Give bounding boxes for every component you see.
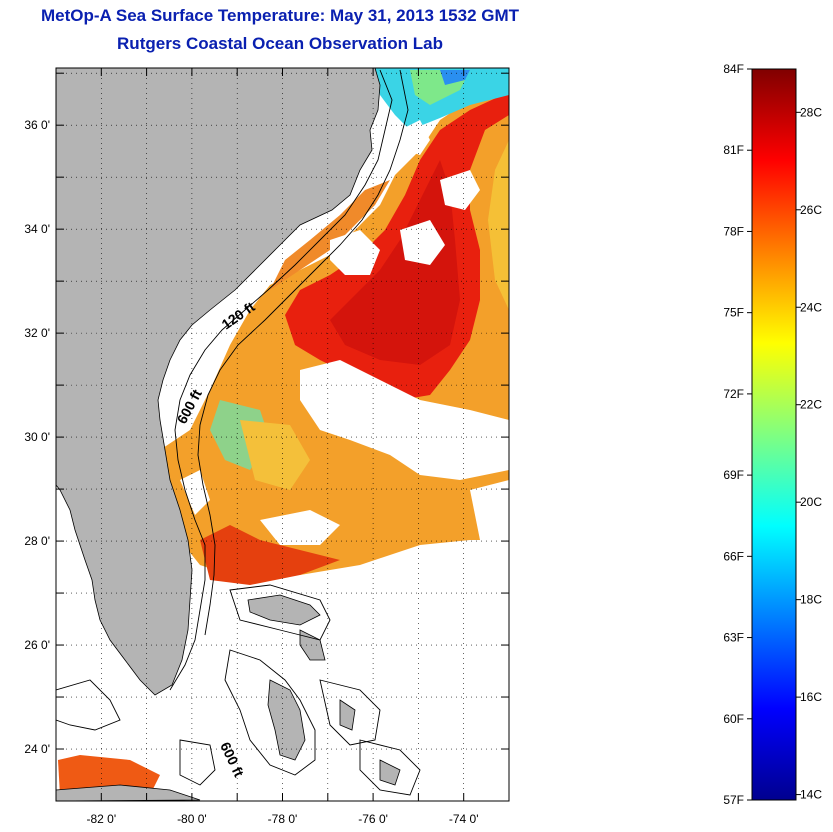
colorbar-celsius-label: 28C (800, 105, 822, 119)
colorbar-fahrenheit-label: 66F (723, 549, 744, 563)
colorbar-fahrenheit-label: 69F (723, 468, 744, 482)
colorbar-fahrenheit-label: 78F (723, 224, 744, 238)
longitude-tick-label: -74 0' (449, 812, 479, 826)
longitude-tick-label: -80 0' (177, 812, 207, 826)
island (379, 759, 401, 786)
colorbar-celsius-labels: 28C 26C 24C 22C 20C 18C 16C 14C (796, 105, 822, 802)
cloud-patch (440, 170, 480, 210)
colorbar-fahrenheit-label: 72F (723, 387, 744, 401)
cloud-patch (470, 480, 509, 540)
cloud-patch (300, 360, 509, 480)
colorbar-fahrenheit-label: 84F (723, 62, 744, 76)
contour-southwest (179, 739, 216, 786)
cloud-patch (400, 220, 445, 265)
map-panel (56, 68, 509, 801)
colorbar-celsius-label: 22C (800, 398, 822, 412)
colorbar-fahrenheit-label: 75F (723, 306, 744, 320)
longitude-tick-label: -78 0' (268, 812, 298, 826)
latitude-tick-label: 34 0' (24, 222, 50, 236)
sst-cold-blue (440, 70, 470, 85)
sst-yellow-east (488, 140, 509, 310)
land-cuba (56, 784, 201, 801)
cloud-patch (330, 230, 380, 275)
colorbar-celsius-label: 18C (800, 593, 822, 607)
colorbar-celsius-label: 20C (800, 495, 822, 509)
sst-field (58, 68, 509, 800)
latitude-tick-label: 28 0' (24, 534, 50, 548)
island (339, 699, 356, 731)
colorbar-fahrenheit-labels: 84F 81F 78F 75F 72F 69F 66F 63F 60F 57F (723, 62, 752, 807)
island (267, 679, 306, 761)
longitude-tick-label: -82 0' (86, 812, 116, 826)
latitude-tick-label: 24 0' (24, 742, 50, 756)
latitude-tick-label: 32 0' (24, 326, 50, 340)
sst-mid-yellow-patch (240, 420, 310, 490)
colorbar-scale (751, 68, 797, 801)
colorbar-celsius-label: 26C (800, 203, 822, 217)
latitude-labels: 24 0' 26 0' 28 0' 30 0' 32 0' 34 0' 36 0' (24, 118, 50, 756)
contour-florida-keys (56, 679, 121, 731)
land-us-coast (56, 68, 381, 696)
map-grid (56, 68, 509, 801)
colorbar-fahrenheit-label: 60F (723, 712, 744, 726)
contour-600ft (197, 69, 409, 636)
longitude-labels: -82 0' -80 0' -78 0' -76 0' -74 0' (86, 812, 478, 826)
bahamas-islands (247, 594, 401, 786)
contour-bahamas (224, 649, 316, 776)
latitude-tick-label: 26 0' (24, 638, 50, 652)
map-title: MetOp-A Sea Surface Temperature: May 31,… (40, 6, 520, 25)
colorbar-celsius-label: 14C (800, 788, 822, 802)
cloud-patch (260, 510, 340, 545)
colorbar: 84F 81F 78F 75F 72F 69F 66F 63F 60F 57F 28C 26C 24C… (723, 62, 822, 807)
contour-bahamas (319, 679, 381, 746)
sst-south-red (200, 525, 340, 585)
map-ticks (55, 68, 510, 802)
map-subtitle: Rutgers Coastal Ocean Observation Lab (117, 34, 443, 53)
latitude-tick-label: 36 0' (24, 118, 50, 132)
sst-warm-core (330, 160, 460, 365)
colorbar-celsius-label: 16C (800, 690, 822, 704)
island (299, 629, 326, 661)
island (247, 594, 321, 626)
colorbar-fahrenheit-label: 57F (723, 793, 744, 807)
latitude-tick-label: 30 0' (24, 430, 50, 444)
cloud-patch (400, 120, 430, 155)
sst-nearshore-orange-north (270, 180, 390, 290)
contour-bahamas (229, 584, 331, 641)
colorbar-celsius-label: 24C (800, 300, 822, 314)
bathymetry-contours (56, 69, 421, 796)
colorbar-fahrenheit-label: 81F (723, 143, 744, 157)
colorbar-fahrenheit-label: 63F (723, 631, 744, 645)
cloud-mask (180, 120, 509, 545)
longitude-tick-label: -76 0' (358, 812, 388, 826)
contour-120ft (169, 69, 393, 691)
contour-bahamas (359, 739, 421, 796)
